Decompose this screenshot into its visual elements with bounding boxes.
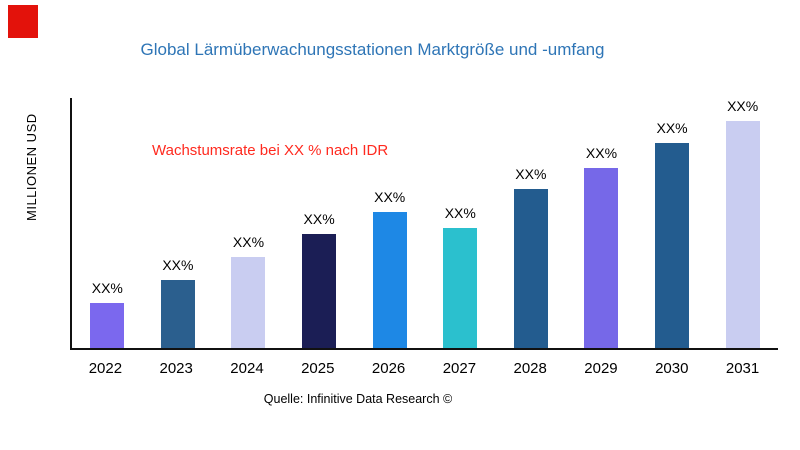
x-axis-tick-label: 2024 [230, 360, 264, 377]
bar-group: XX% [425, 98, 496, 348]
bar-group: XX% [354, 98, 425, 348]
x-axis-ticks: 2022 2023 2024 2025 2026 2027 2028 2029 2030 2031 [70, 352, 778, 377]
x-axis-tick-label: 2030 [655, 360, 689, 377]
y-axis-label: MILLIONEN USD [24, 113, 39, 221]
chart-title: Global Lärmüberwachungsstationen Marktgr… [140, 40, 605, 59]
bar-value-label: XX% [727, 98, 759, 114]
x-axis-tick-label: 2026 [371, 360, 406, 377]
bar-value-label: XX% [232, 234, 265, 251]
x-axis-tick-label: 2025 [301, 360, 335, 377]
bar-group: XX% [213, 98, 284, 348]
plot-area: Wachstumsrate bei XX % nach IDR XX% XX% XX… [70, 98, 778, 350]
bar [90, 302, 125, 348]
x-axis-tick-label: 2023 [159, 360, 193, 377]
source-text: Quelle: Infinitive Data Research © [263, 392, 453, 406]
bar [513, 188, 548, 348]
bar [372, 211, 407, 348]
bar [655, 143, 690, 348]
bar-group: XX% [496, 98, 567, 348]
x-axis-tick-label: 2029 [584, 360, 618, 377]
bar [302, 234, 337, 348]
bar-value-label: XX% [374, 188, 406, 205]
brand-logo [8, 5, 38, 38]
bar-value-label: XX% [444, 204, 476, 221]
x-axis-tick-label: 2027 [442, 360, 477, 377]
bar-group: XX% [72, 98, 143, 348]
bar [231, 257, 266, 348]
bar-value-label: XX% [656, 120, 688, 137]
growth-rate-annotation: Wachstumsrate bei XX % nach IDR [152, 142, 389, 159]
bar-value-label: XX% [515, 165, 547, 182]
bar [160, 279, 195, 348]
bar [725, 121, 760, 348]
bars-container: XX% XX% XX% XX% XX% XX% XX% XX% XX% XX% [72, 98, 778, 348]
bar [584, 168, 619, 348]
bar-group: XX% [143, 98, 214, 348]
bar-value-label: XX% [162, 256, 194, 273]
bar-group: XX% [284, 98, 355, 348]
x-axis-tick-label: 2022 [88, 360, 123, 377]
bar-group: XX% [566, 98, 637, 348]
bar-value-label: XX% [91, 279, 123, 296]
bar-value-label: XX% [303, 211, 335, 228]
bar-group: XX% [707, 98, 778, 348]
bar-value-label: XX% [585, 145, 618, 162]
x-axis-tick-label: 2028 [513, 360, 547, 377]
bar-group: XX% [637, 98, 708, 348]
x-axis-tick-label: 2031 [725, 360, 760, 377]
bar [443, 227, 478, 348]
